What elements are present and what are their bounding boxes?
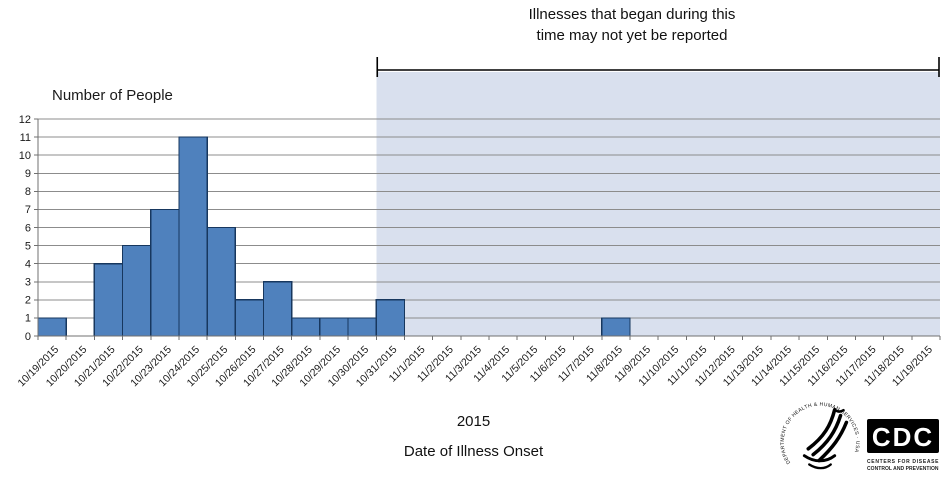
cdc-caption-line-1: CENTERS FOR DISEASE — [867, 459, 939, 465]
y-tick-label: 5 — [25, 240, 31, 252]
axes — [34, 118, 941, 340]
bar-10/24/2015 — [178, 136, 208, 337]
bar-10/21/2015 — [93, 263, 124, 337]
bar-10/31/2015 — [375, 299, 406, 337]
y-tick-label: 6 — [25, 222, 31, 234]
bar-10/23/2015 — [150, 208, 180, 337]
cdc-logo-box — [867, 419, 939, 453]
annotation-line-2: time may not yet be reported — [536, 27, 728, 44]
y-tick-label: 12 — [19, 114, 31, 126]
not-yet-reported-shaded-region — [376, 72, 940, 336]
svg-text:DEPARTMENT OF HEALTH & HUMAN S: DEPARTMENT OF HEALTH & HUMAN SERVICES · … — [780, 402, 860, 465]
x-axis-title: Date of Illness Onset — [403, 443, 544, 460]
y-tick-label: 8 — [25, 186, 31, 198]
annotation-line-1: Illnesses that began during this — [528, 6, 736, 23]
hhs-eagle-icon — [802, 407, 849, 470]
bar-10/26/2015 — [234, 299, 265, 337]
bar-10/27/2015 — [262, 281, 293, 337]
bar-10/30/2015 — [347, 317, 377, 337]
bar-10/22/2015 — [121, 244, 152, 337]
y-tick-label: 0 — [25, 331, 31, 343]
bar-10/25/2015 — [206, 226, 236, 337]
cdc-logo-text: CDC — [872, 422, 934, 452]
bracket-line — [376, 57, 940, 77]
not-yet-reported-annotation: Illnesses that began during this time ma… — [462, 4, 802, 46]
hhs-ring-text: DEPARTMENT OF HEALTH & HUMAN SERVICES · … — [780, 402, 860, 465]
footer-logos: DEPARTMENT OF HEALTH & HUMAN SERVICES · … — [775, 398, 945, 482]
y-tick-label: 10 — [19, 150, 31, 162]
y-tick-label: 3 — [25, 277, 31, 289]
y-tick-label: 7 — [25, 204, 31, 216]
bar-11/8/2015 — [601, 317, 631, 337]
y-tick-label: 1 — [25, 313, 31, 325]
bar-10/29/2015 — [319, 317, 349, 337]
y-tick-label: 11 — [20, 132, 31, 144]
cdc-caption-line-2: CONTROL AND PREVENTION — [867, 466, 939, 472]
x-axis-year-label: 2015 — [456, 413, 491, 430]
bar-10/19/2015 — [37, 317, 67, 337]
cdc-logo: CDC CENTERS FOR DISEASE CONTROL AND PREV… — [867, 419, 939, 472]
x-axis-tick-labels: 10/19/201510/20/201510/21/201510/22/2015… — [16, 344, 936, 390]
bar-10/28/2015 — [291, 317, 321, 337]
hhs-logo: DEPARTMENT OF HEALTH & HUMAN SERVICES · … — [780, 402, 860, 470]
y-tick-label: 2 — [25, 295, 31, 307]
y-tick-label: 9 — [25, 168, 31, 180]
y-axis-title: Number of People — [52, 87, 173, 104]
y-tick-label: 4 — [25, 258, 31, 270]
